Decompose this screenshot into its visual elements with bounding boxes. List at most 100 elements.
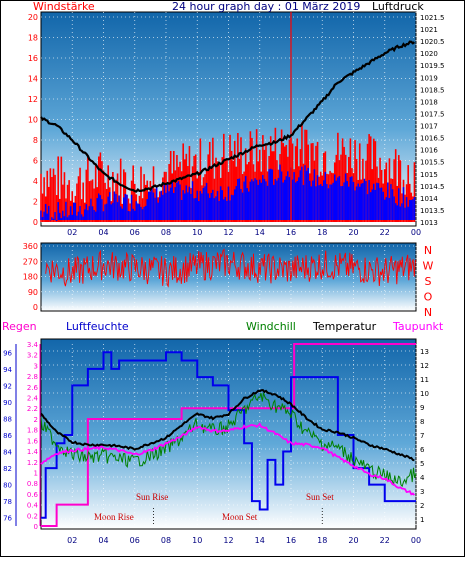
- rain-tick-label: 3: [34, 362, 38, 370]
- rain-tick-label: 2.4: [27, 395, 39, 403]
- humidity-tick-label: 94: [3, 366, 12, 374]
- x-tick-label: 08: [161, 228, 171, 237]
- moon-rise-label: Moon Rise: [94, 512, 134, 522]
- humidity-tick-label: 82: [3, 465, 12, 473]
- compass-label: W: [423, 260, 434, 273]
- rain-tick-label: 2.8: [27, 373, 38, 381]
- sun-set-label: Sun Set: [306, 492, 334, 502]
- rain-tick-label: 3.4: [27, 341, 39, 349]
- pressure-line: [40, 40, 416, 193]
- x-tick-label: 18: [317, 536, 327, 545]
- sun-rise-label: Sun Rise: [136, 492, 168, 502]
- temperature-tick-label: 13: [420, 348, 429, 356]
- pressure-tick-label: 1016: [420, 147, 438, 155]
- wind-tick-label: 6: [33, 157, 38, 166]
- windchill-line: [40, 392, 417, 488]
- x-tick-label: 06: [130, 536, 140, 545]
- rain-tick-label: 1: [34, 469, 38, 477]
- x-tick-label: 16: [286, 228, 296, 237]
- temperature-tick-label: 10: [420, 390, 429, 398]
- temperature-tick-label: 1: [420, 516, 424, 524]
- rain-axis-title: Regen: [2, 320, 37, 333]
- x-tick-label: 14: [255, 228, 265, 237]
- rain-tick-label: 0.4: [27, 502, 39, 510]
- temperature-tick-label: 5: [420, 460, 424, 468]
- rain-tick-label: 0.8: [27, 480, 38, 488]
- rain-tick-label: 0.2: [27, 512, 38, 520]
- direction-tick-label: 270: [23, 257, 38, 266]
- humidity-tick-label: 78: [3, 498, 12, 506]
- direction-tick-label: 0: [33, 303, 38, 312]
- windchill-legend: Windchill: [246, 320, 296, 333]
- x-tick-label: 18: [317, 228, 327, 237]
- x-tick-label: 04: [98, 536, 108, 545]
- wind-tick-label: 16: [28, 54, 38, 63]
- pressure-tick-label: 1013.5: [420, 207, 445, 215]
- humidity-tick-label: 96: [3, 349, 12, 357]
- temperature-tick-label: 11: [420, 376, 429, 384]
- rain-tick-label: 0.6: [27, 491, 39, 499]
- x-tick-label: 20: [348, 536, 358, 545]
- temperature-line: [40, 388, 415, 462]
- rain-line: [41, 343, 416, 527]
- x-tick-label: 00: [411, 536, 421, 545]
- wind-direction-line: [45, 248, 416, 288]
- temperature-tick-label: 2: [420, 502, 424, 510]
- wind-direction-panel: [40, 242, 417, 312]
- rain-tick-label: 3.2: [27, 352, 38, 360]
- x-tick-label: 06: [130, 228, 140, 237]
- x-tick-label: 22: [380, 536, 390, 545]
- wind-tick-label: 0: [33, 218, 38, 227]
- x-tick-label: 12: [223, 228, 233, 237]
- pressure-tick-label: 1015: [420, 171, 438, 179]
- compass-label: N: [424, 306, 432, 319]
- compass-label: O: [424, 291, 433, 304]
- pressure-tick-label: 1013: [420, 219, 438, 227]
- x-tick-label: 22: [380, 228, 390, 237]
- rain-tick-label: 2: [34, 416, 38, 424]
- x-tick-label: 10: [192, 536, 202, 545]
- humidity-tick-label: 90: [3, 399, 12, 407]
- temperature-tick-label: 3: [420, 488, 424, 496]
- pressure-axis-title: Luftdruck: [372, 0, 424, 13]
- dewpoint-legend: Taupunkt: [392, 320, 444, 333]
- x-tick-label: 20: [348, 228, 358, 237]
- rain-tick-label: 1.4: [27, 448, 39, 456]
- pressure-tick-label: 1014.5: [420, 183, 445, 191]
- humidity-tick-label: 86: [3, 432, 12, 440]
- rain-tick-label: 2.2: [27, 405, 38, 413]
- humidity-tick-label: 84: [3, 449, 12, 457]
- humidity-tick-label: 92: [3, 382, 12, 390]
- rain-tick-label: 0: [34, 523, 38, 531]
- x-tick-label: 12: [223, 536, 233, 545]
- rain-tick-label: 2.6: [27, 384, 39, 392]
- x-tick-label: 10: [192, 228, 202, 237]
- x-tick-label: 04: [98, 228, 108, 237]
- humidity-axis-title: Luftfeuchte: [66, 320, 129, 333]
- compass-label: S: [425, 275, 432, 288]
- pressure-tick-label: 1014: [420, 195, 438, 203]
- x-tick-label: 02: [67, 228, 77, 237]
- compass-label: N: [424, 244, 432, 257]
- direction-tick-label: 90: [28, 288, 38, 297]
- temperature-tick-label: 8: [420, 418, 424, 426]
- x-tick-label: 16: [286, 536, 296, 545]
- series-lines: [40, 40, 417, 527]
- pressure-tick-label: 1015.5: [420, 159, 445, 167]
- pressure-tick-label: 1016.5: [420, 135, 445, 143]
- temperature-tick-label: 4: [420, 474, 425, 482]
- chart-title: 24 hour graph day : 01 März 2019: [172, 0, 360, 13]
- temperature-tick-label: 12: [420, 362, 429, 370]
- pressure-tick-label: 1019: [420, 74, 438, 82]
- pressure-tick-label: 1020.5: [420, 38, 445, 46]
- pressure-tick-label: 1021: [420, 26, 438, 34]
- humidity-tick-label: 80: [3, 482, 12, 490]
- rain-tick-label: 1.2: [27, 459, 38, 467]
- wind-tick-label: 20: [28, 13, 38, 22]
- x-tick-label: 02: [67, 536, 77, 545]
- temperature-legend: Temperatur: [312, 320, 377, 333]
- wind-tick-label: 2: [33, 198, 38, 207]
- wind-tick-label: 18: [28, 34, 38, 43]
- x-tick-label: 08: [161, 536, 171, 545]
